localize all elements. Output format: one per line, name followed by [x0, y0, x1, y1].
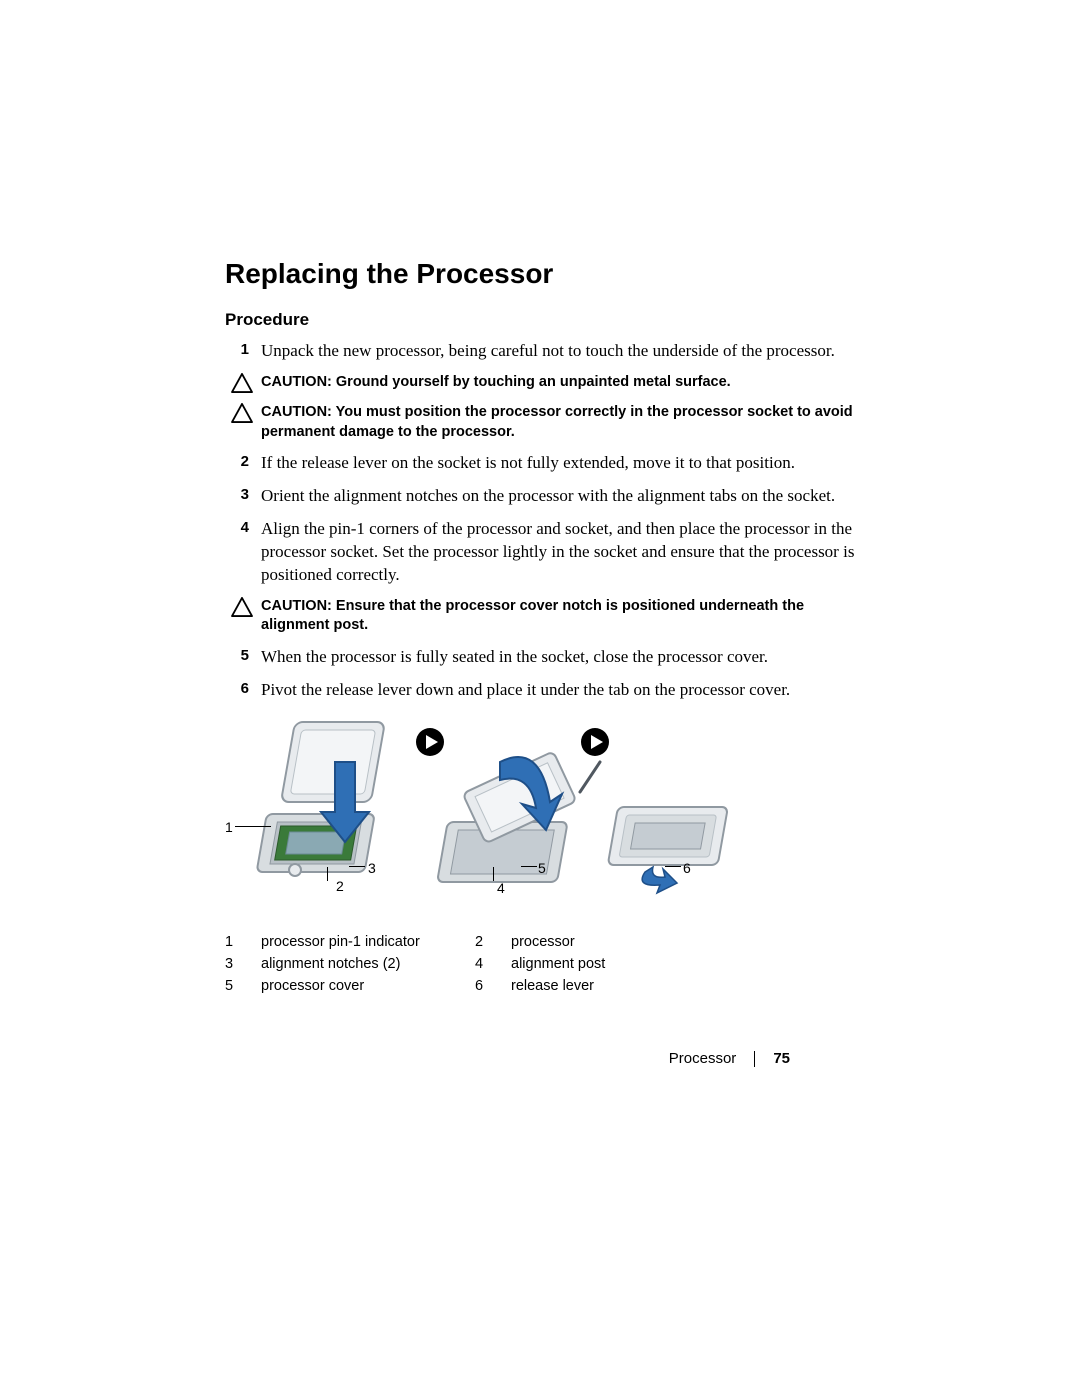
warning-icon — [225, 597, 261, 617]
warning-icon — [225, 403, 261, 423]
figure-illustration — [225, 712, 755, 912]
callout-leader — [665, 866, 681, 867]
warning-icon — [225, 373, 261, 393]
step-number: 3 — [225, 485, 261, 508]
step-item: 5 When the processor is fully seated in … — [225, 646, 855, 669]
callout-leader — [521, 866, 537, 867]
caution-note: CAUTION: You must position the processor… — [225, 403, 855, 442]
callout-number: 6 — [683, 860, 691, 876]
step-text: Pivot the release lever down and place i… — [261, 679, 855, 702]
step-item: 4 Align the pin-1 corners of the process… — [225, 518, 855, 587]
legend-row: 1 processor pin-1 indicator 2 processor — [225, 934, 855, 950]
step-text: Align the pin-1 corners of the processor… — [261, 518, 855, 587]
section-heading: Procedure — [225, 310, 855, 330]
page-footer: Processor 75 — [669, 1050, 790, 1067]
step-number: 6 — [225, 679, 261, 702]
caution-note: CAUTION: Ground yourself by touching an … — [225, 373, 855, 393]
caution-text: CAUTION: Ground yourself by touching an … — [261, 373, 855, 393]
page-title: Replacing the Processor — [225, 258, 855, 290]
callout-number: 3 — [368, 860, 376, 876]
step-text: Orient the alignment notches on the proc… — [261, 485, 855, 508]
caution-note: CAUTION: Ensure that the processor cover… — [225, 597, 855, 636]
step-number: 5 — [225, 646, 261, 669]
legend-row: 5 processor cover 6 release lever — [225, 978, 855, 994]
callout-leader — [327, 867, 328, 881]
callout-leader — [349, 866, 365, 867]
legend-label: alignment notches (2) — [261, 956, 475, 972]
step-item: 1 Unpack the new processor, being carefu… — [225, 340, 855, 363]
callout-number: 2 — [336, 878, 344, 894]
legend-label: alignment post — [511, 956, 725, 972]
installation-figure: 1 2 3 4 5 6 — [225, 712, 755, 912]
legend-row: 3 alignment notches (2) 4 alignment post — [225, 956, 855, 972]
footer-page-number: 75 — [773, 1050, 790, 1067]
callout-number: 5 — [538, 860, 546, 876]
footer-section: Processor — [669, 1050, 737, 1067]
legend-number: 1 — [225, 934, 261, 950]
legend-number: 6 — [475, 978, 511, 994]
callout-leader — [235, 826, 271, 827]
step-number: 2 — [225, 452, 261, 475]
step-item: 6 Pivot the release lever down and place… — [225, 679, 855, 702]
callout-number: 4 — [497, 880, 505, 896]
legend-label: processor cover — [261, 978, 475, 994]
footer-divider — [754, 1051, 755, 1067]
caution-text: CAUTION: You must position the processor… — [261, 403, 855, 442]
step-text: If the release lever on the socket is no… — [261, 452, 855, 475]
caution-text: CAUTION: Ensure that the processor cover… — [261, 597, 855, 636]
legend-label: processor — [511, 934, 725, 950]
document-page: Replacing the Processor Procedure 1 Unpa… — [0, 0, 1080, 1397]
legend-label: processor pin-1 indicator — [261, 934, 475, 950]
legend-number: 5 — [225, 978, 261, 994]
step-number: 1 — [225, 340, 261, 363]
legend-number: 2 — [475, 934, 511, 950]
legend-label: release lever — [511, 978, 725, 994]
callout-leader — [493, 867, 494, 881]
procedure-list: 1 Unpack the new processor, being carefu… — [225, 340, 855, 702]
step-text: When the processor is fully seated in th… — [261, 646, 855, 669]
step-number: 4 — [225, 518, 261, 587]
legend-number: 3 — [225, 956, 261, 972]
legend-number: 4 — [475, 956, 511, 972]
step-item: 3 Orient the alignment notches on the pr… — [225, 485, 855, 508]
step-item: 2 If the release lever on the socket is … — [225, 452, 855, 475]
step-text: Unpack the new processor, being careful … — [261, 340, 855, 363]
figure-legend: 1 processor pin-1 indicator 2 processor … — [225, 934, 855, 994]
callout-number: 1 — [225, 819, 233, 835]
